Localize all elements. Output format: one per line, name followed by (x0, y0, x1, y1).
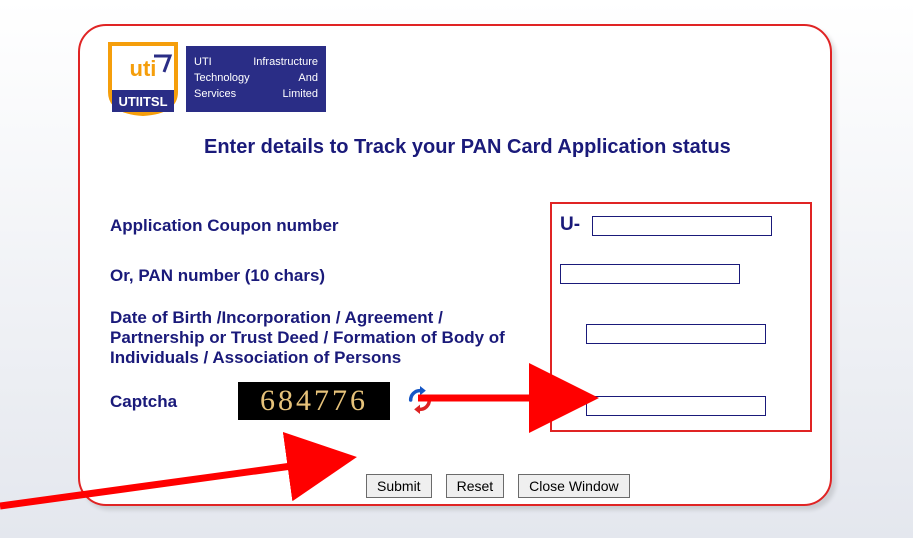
svg-text:uti: uti (130, 56, 157, 81)
logo-word: And (298, 70, 318, 86)
logo-word: Services (194, 86, 236, 102)
logo-word: UTI (194, 54, 212, 70)
svg-text:UTIITSL: UTIITSL (118, 94, 167, 109)
coupon-input[interactable] (592, 216, 772, 236)
reset-button[interactable]: Reset (446, 474, 505, 498)
logo-word: Infrastructure (253, 54, 318, 70)
button-row: Submit Reset Close Window (366, 474, 630, 498)
label-dob: Date of Birth /Incorporation / Agreement… (110, 308, 530, 368)
label-captcha: Captcha (110, 392, 177, 412)
logo-block: uti UTIITSL UTI Infrastructure Technology… (106, 42, 326, 116)
dob-input[interactable] (586, 324, 766, 344)
label-pan: Or, PAN number (10 chars) (110, 266, 325, 286)
pan-input[interactable] (560, 264, 740, 284)
label-coupon: Application Coupon number (110, 216, 339, 236)
form-area: Application Coupon number Or, PAN number… (110, 216, 806, 486)
captcha-input[interactable] (586, 396, 766, 416)
captcha-image: 684776 (238, 382, 390, 420)
submit-button[interactable]: Submit (366, 474, 432, 498)
page-title: Enter details to Track your PAN Card App… (204, 136, 731, 159)
refresh-captcha-icon[interactable] (406, 386, 434, 414)
logo-tagline: UTI Infrastructure Technology And Services… (186, 46, 326, 112)
coupon-prefix: U- (560, 214, 580, 236)
logo-word: Technology (194, 70, 250, 86)
tracking-form-card: uti UTIITSL UTI Infrastructure Technology… (78, 24, 832, 506)
close-window-button[interactable]: Close Window (518, 474, 629, 498)
logo-shield: uti UTIITSL (106, 42, 180, 116)
logo-word: Limited (283, 86, 318, 102)
